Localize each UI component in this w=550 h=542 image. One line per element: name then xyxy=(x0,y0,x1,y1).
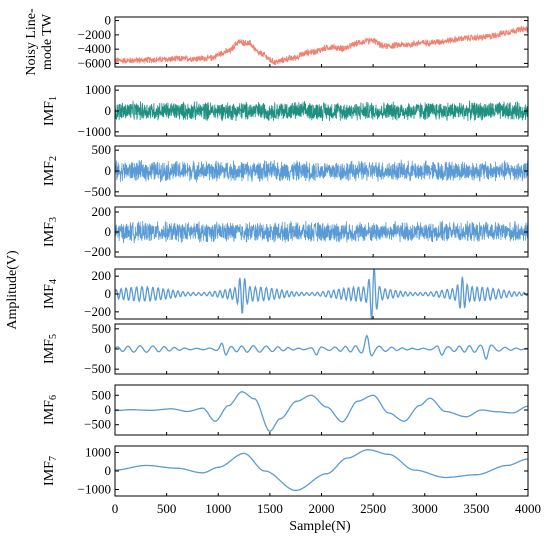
series-line-8 xyxy=(115,449,528,492)
y-tick-label: 500 xyxy=(92,142,112,157)
series-line-5 xyxy=(115,269,528,319)
panel-label: IMF3 xyxy=(42,217,59,247)
y-tick-label: 200 xyxy=(92,268,112,283)
panel-label-base: IMF xyxy=(42,400,57,425)
y-tick-label: 0 xyxy=(105,286,112,301)
y-tick-label: 200 xyxy=(92,204,112,219)
series-line-4 xyxy=(115,220,528,244)
series-line-7 xyxy=(115,391,528,432)
x-axis: 0 500 1000 1500 2000 2500 3000 3500 4000 xyxy=(112,501,541,516)
panel-label-subscript: 5 xyxy=(48,334,59,339)
y-tick-label: 0 xyxy=(105,402,112,417)
panel-label-subscript: 4 xyxy=(48,279,59,284)
panel-8: 1000 0 −1000 IMF7 xyxy=(42,444,529,497)
x-tick-label: 2000 xyxy=(309,501,335,516)
y-tick-label: 1000 xyxy=(85,444,111,459)
y-axis-label: Amplitude(V) xyxy=(5,250,20,330)
y-tick-label: −500 xyxy=(84,184,111,199)
panel-label-subscript: 6 xyxy=(48,395,59,400)
x-tick-label: 3000 xyxy=(412,501,438,516)
y-tick-label: −200 xyxy=(84,304,111,319)
y-tick-label: 0 xyxy=(105,13,112,28)
panel-label-base: IMF xyxy=(42,339,57,364)
y-tick-label: 500 xyxy=(92,321,112,336)
y-tick-label: −1000 xyxy=(78,124,111,139)
panel-label-base: IMF xyxy=(42,461,57,486)
x-tick-label: 2500 xyxy=(360,501,386,516)
panel-6: 500 0 −500 IMF5 xyxy=(42,321,529,376)
y-tick-label: −200 xyxy=(84,244,111,259)
y-tick-label: −6000 xyxy=(78,55,111,70)
panel-label-subscript: 3 xyxy=(48,217,59,222)
x-tick-label: 3500 xyxy=(463,501,489,516)
y-tick-label: 500 xyxy=(92,387,112,402)
panel-label: IMF1 xyxy=(42,96,59,126)
x-tick-label: 1000 xyxy=(205,501,231,516)
panel-label: IMF7 xyxy=(42,456,59,486)
y-tick-label: −1000 xyxy=(78,482,111,497)
y-tick-label: −500 xyxy=(84,417,111,432)
panel-frame xyxy=(114,445,529,497)
series-line-6 xyxy=(115,334,528,360)
panel-label-line: Noisy Line- xyxy=(24,8,39,76)
y-tick-label: 1000 xyxy=(85,82,111,97)
x-axis-label: Sample(N) xyxy=(289,519,351,534)
x-tick-label: 4000 xyxy=(515,501,541,516)
x-tick-label: 1500 xyxy=(257,501,283,516)
panel-3: 500 0 −500 IMF2 xyxy=(42,142,529,199)
series-line-3 xyxy=(115,159,528,183)
panel-label: IMF2 xyxy=(42,156,59,186)
x-tick-label: 0 xyxy=(112,501,119,516)
panel-label-base: IMF xyxy=(42,161,57,186)
panel-label-base: IMF xyxy=(42,222,57,247)
y-tick-label: 0 xyxy=(105,163,112,178)
panel-2: 1000 0 −1000 IMF1 xyxy=(42,82,529,139)
series-line-2 xyxy=(115,100,528,122)
y-tick-label: −4000 xyxy=(78,41,111,56)
panel-label-subscript: 1 xyxy=(48,96,59,101)
y-tick-label: 0 xyxy=(105,463,112,478)
y-tick-label: −2000 xyxy=(78,27,111,42)
panel-label-subscript: 7 xyxy=(48,456,59,461)
x-tick-label: 500 xyxy=(157,501,177,516)
y-tick-label: 0 xyxy=(105,224,112,239)
panel-label-line: mode TW xyxy=(40,13,55,70)
y-tick-label: 0 xyxy=(105,103,112,118)
panel-label: IMF4 xyxy=(42,279,59,309)
panel-5: 200 0 −200 IMF4 xyxy=(42,268,529,320)
y-tick-label: 0 xyxy=(105,341,112,356)
panel-label-subscript: 2 xyxy=(48,156,59,161)
panel-4: 200 0 −200 IMF3 xyxy=(42,204,529,259)
panel-label: IMF6 xyxy=(42,395,59,425)
series-line-1 xyxy=(115,25,528,66)
panel-label-base: IMF xyxy=(42,101,57,126)
panel-1: 0−2000−4000−6000 Noisy Line-mode TW xyxy=(24,8,529,76)
y-tick-label: −500 xyxy=(84,361,111,376)
panel-label-base: IMF xyxy=(42,284,57,309)
panel-label: IMF5 xyxy=(42,334,59,364)
